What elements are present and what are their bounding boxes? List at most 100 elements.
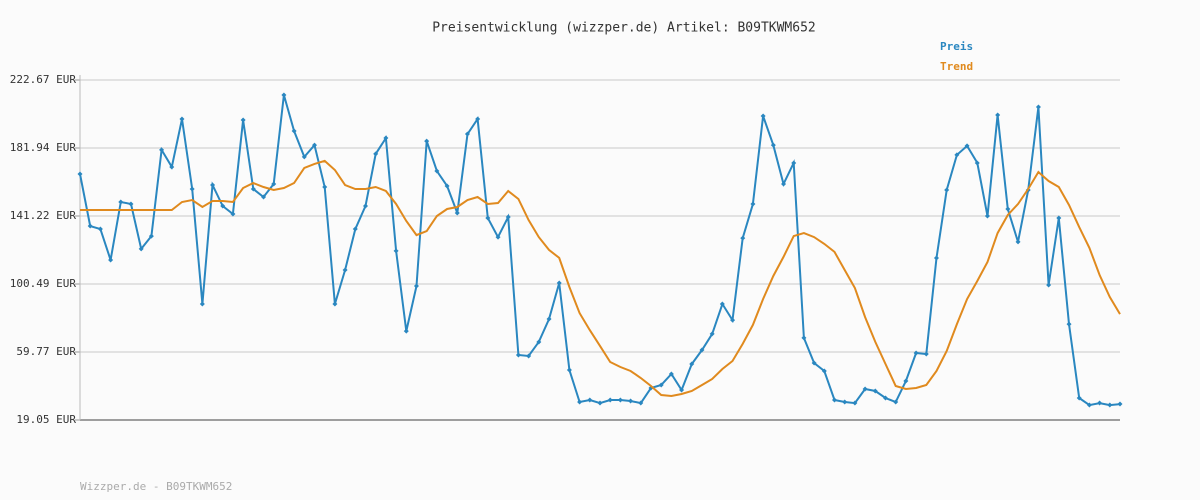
data-point	[485, 215, 491, 221]
data-point	[577, 399, 583, 405]
data-point	[352, 226, 358, 232]
data-point	[995, 112, 1001, 118]
data-point	[413, 283, 419, 289]
data-point	[1086, 402, 1092, 408]
data-point	[220, 203, 226, 209]
data-point	[944, 187, 950, 193]
data-point	[832, 397, 838, 403]
data-point	[210, 182, 216, 188]
data-point	[526, 353, 532, 359]
data-point	[1076, 395, 1082, 401]
data-point	[852, 400, 858, 406]
data-point	[464, 131, 470, 137]
data-point	[1035, 104, 1041, 110]
data-point	[250, 186, 256, 192]
data-point	[179, 116, 185, 122]
data-point	[148, 233, 154, 239]
data-point	[882, 395, 888, 401]
data-point	[893, 399, 899, 405]
data-point	[658, 382, 664, 388]
data-point	[271, 181, 277, 187]
data-point	[546, 316, 552, 322]
data-point	[240, 117, 246, 123]
data-point	[77, 171, 83, 177]
data-point	[750, 201, 756, 207]
data-point	[373, 151, 379, 157]
data-point	[628, 398, 634, 404]
data-point	[454, 210, 460, 216]
y-tick-label: 222.67 EUR	[10, 73, 77, 86]
data-point	[933, 255, 939, 261]
data-point	[281, 92, 287, 98]
data-point	[291, 128, 297, 134]
legend-entry: Preis	[940, 40, 973, 53]
data-point	[536, 339, 542, 345]
chart-title: Preisentwicklung (wizzper.de) Artikel: B…	[432, 21, 816, 36]
data-point	[974, 160, 980, 166]
data-point	[230, 211, 236, 217]
data-point	[730, 317, 736, 323]
data-point	[424, 138, 430, 144]
data-point	[984, 213, 990, 219]
data-point	[821, 368, 827, 374]
data-point	[138, 246, 144, 252]
data-point	[954, 152, 960, 158]
data-point	[199, 301, 205, 307]
footer: Wizzper.de - B09TKWM652	[80, 480, 232, 493]
data-point	[475, 116, 481, 122]
y-tick-label: 181.94 EUR	[10, 141, 77, 154]
data-point	[342, 267, 348, 273]
data-point	[444, 183, 450, 189]
data-point	[964, 143, 970, 149]
data-point	[1107, 402, 1113, 408]
data-point	[862, 386, 868, 392]
data-point	[791, 160, 797, 166]
data-point	[709, 331, 715, 337]
data-point	[128, 201, 134, 207]
data-point	[87, 223, 93, 229]
data-point	[689, 361, 695, 367]
data-point	[903, 378, 909, 384]
data-point	[607, 397, 613, 403]
y-tick-label: 141.22 EUR	[10, 209, 77, 222]
data-point	[760, 113, 766, 119]
data-point	[699, 347, 705, 353]
data-point	[189, 186, 195, 192]
data-point	[322, 184, 328, 190]
data-point	[434, 168, 440, 174]
data-point	[719, 301, 725, 307]
data-point	[362, 203, 368, 209]
data-point	[638, 400, 644, 406]
data-point	[1056, 215, 1062, 221]
data-point	[403, 328, 409, 334]
data-point	[495, 234, 501, 240]
data-point	[1046, 282, 1052, 288]
data-point	[1117, 401, 1123, 407]
data-point	[1015, 239, 1021, 245]
y-tick-label: 59.77 EUR	[16, 345, 76, 358]
data-point	[740, 235, 746, 241]
data-point	[617, 397, 623, 403]
data-point	[770, 142, 776, 148]
data-point	[505, 214, 511, 220]
data-point	[118, 199, 124, 205]
data-point	[1066, 321, 1072, 327]
data-point	[556, 280, 562, 286]
legend-entry: Trend	[940, 60, 973, 73]
data-point	[515, 352, 521, 358]
data-point	[301, 154, 307, 160]
data-point	[169, 164, 175, 170]
y-tick-label: 19.05 EUR	[16, 413, 76, 426]
data-point	[842, 399, 848, 405]
data-point	[383, 135, 389, 141]
data-point	[312, 142, 318, 148]
data-point	[108, 257, 114, 263]
data-point	[923, 351, 929, 357]
data-point	[597, 400, 603, 406]
data-point	[97, 226, 103, 232]
data-point	[781, 181, 787, 187]
data-point	[872, 388, 878, 394]
